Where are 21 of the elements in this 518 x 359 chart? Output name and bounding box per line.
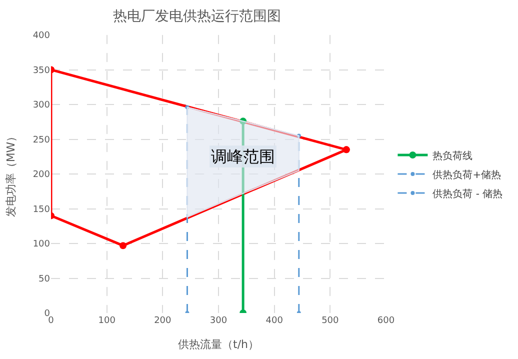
y-axis-title: 发电功率（MW） [4,130,18,218]
x-tick-label: 100 [98,316,116,326]
chart-title: 热电厂发电供热运行范围图 [112,8,281,25]
x-tick-label: 400 [266,316,284,326]
x-tick-label: 500 [322,316,340,326]
annotation: 调峰范围 [211,147,275,166]
y-tick-label: 100 [32,240,50,250]
legend-label: 供热负荷+储热 [432,168,502,181]
legend-label: 热负荷线 [432,150,473,162]
y-tick-label: 200 [32,170,50,180]
legend-label: 供热负荷 - 储热 [432,188,503,200]
y-tick-label: 150 [32,204,50,215]
y-tick-label: 400 [32,31,50,42]
x-axis-title: 供热流量（t/h） [178,338,259,352]
y-tick-label: 350 [32,66,50,76]
y-tick-label: 300 [32,100,50,111]
y-tick-label: 50 [38,274,50,284]
x-tick-label: 200 [154,316,172,326]
x-tick-label: 600 [377,316,395,326]
x-tick-label: 300 [210,316,228,326]
y-tick-label: 250 [32,135,50,146]
